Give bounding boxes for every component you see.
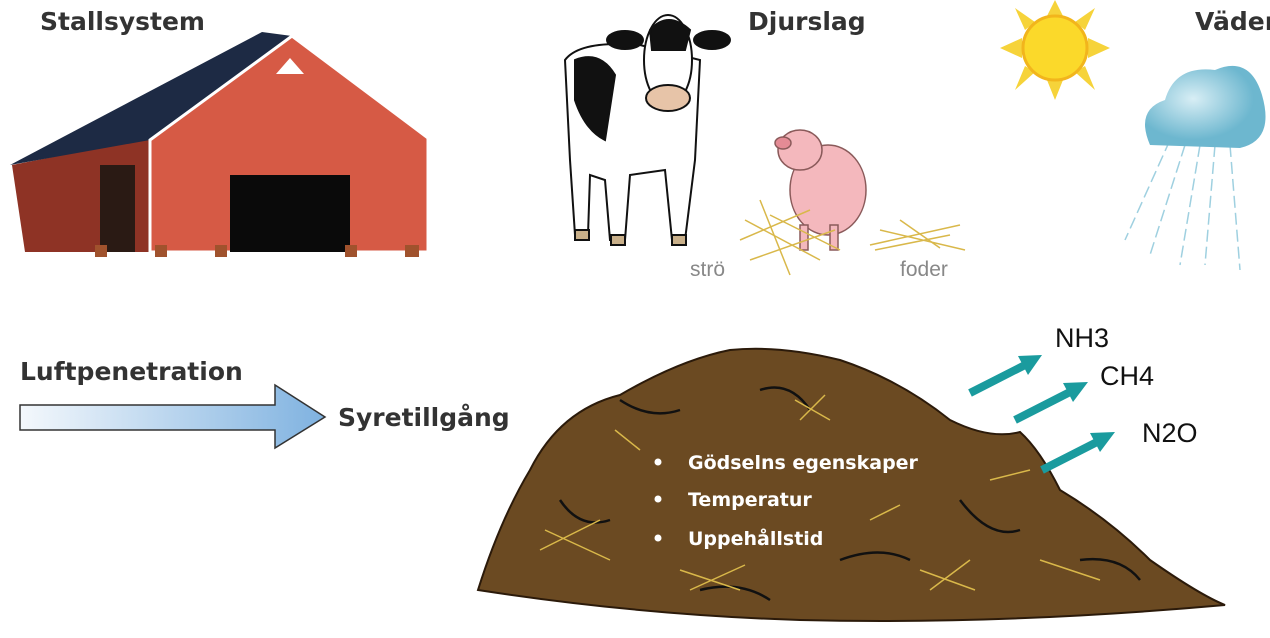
diagram: Stallsystem Djurslag strö foder Väder L: [0, 0, 1270, 638]
barn: [10, 32, 428, 257]
heading: Djurslag: [748, 7, 866, 36]
gas-label: CH4: [1100, 361, 1154, 391]
animal-label: strö: [690, 258, 725, 281]
gas-label: NH3: [1055, 323, 1109, 353]
flow-arrow: [20, 385, 325, 448]
cow: [565, 15, 730, 245]
factor: Temperatur: [688, 489, 812, 511]
heading: Väder: [1195, 7, 1270, 36]
animal-label: foder: [900, 258, 948, 281]
gas-label: N2O: [1142, 418, 1198, 448]
factor: Gödselns egenskaper: [688, 452, 919, 474]
pig: [775, 130, 866, 250]
flow-source: Luftpenetration: [20, 357, 243, 386]
factor: Uppehållstid: [688, 526, 823, 550]
sun: [1000, 0, 1110, 100]
heading: Stallsystem: [40, 7, 205, 36]
flow-target: Syretillgång: [338, 403, 510, 432]
cloud: [1125, 66, 1266, 270]
